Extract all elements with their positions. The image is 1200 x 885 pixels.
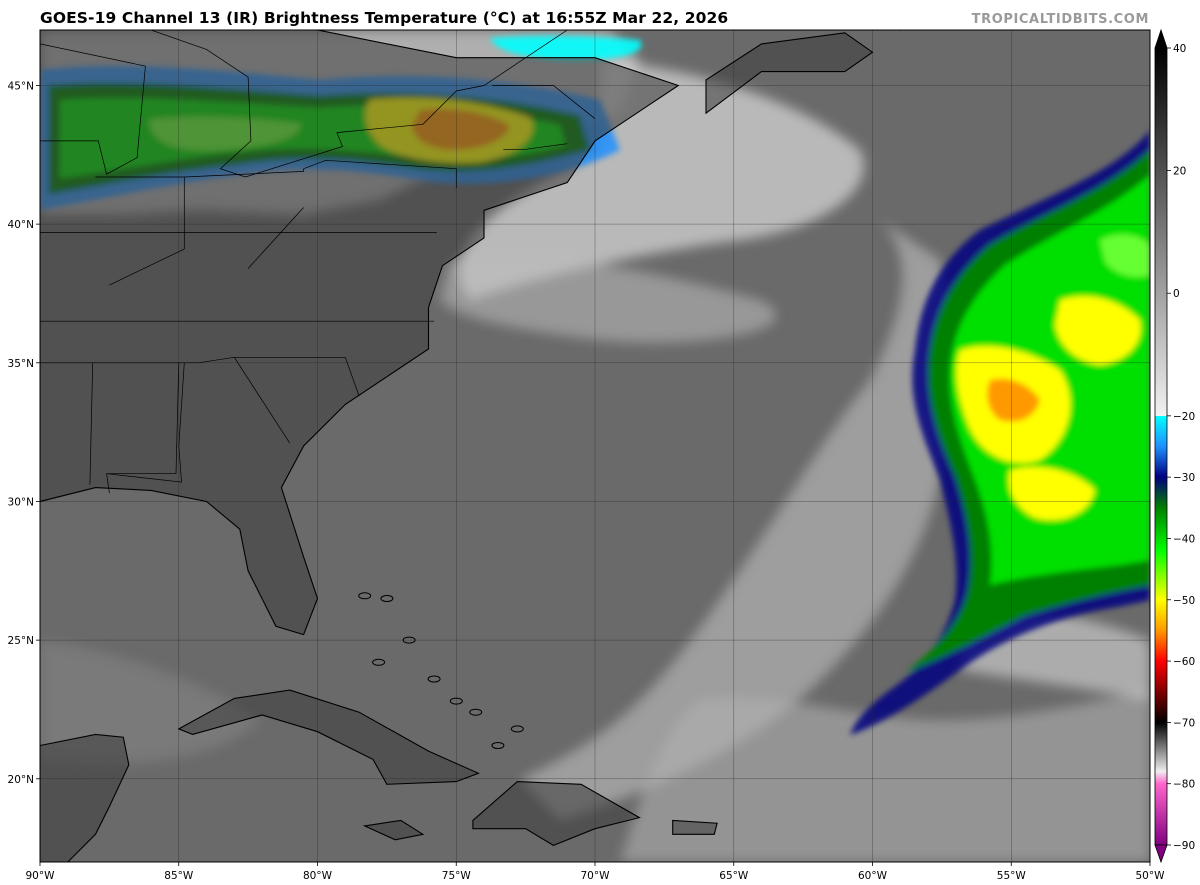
colorbar-extend-max (1154, 28, 1168, 49)
border-line (503, 143, 568, 150)
lat-label: 40°N (8, 219, 34, 231)
coastline-nova-scotia (705, 32, 874, 115)
lon-label: 55°W (997, 870, 1027, 882)
colorbar-label: −80 (1173, 779, 1195, 791)
bahamas-island (491, 742, 505, 749)
colorbar: 40 20 0 −20 −30 −40 −50 −60 −70 −80 −90 (1154, 28, 1195, 864)
colorbar-label: 40 (1173, 43, 1186, 55)
coastline-jamaica (362, 819, 425, 841)
land-masses (40, 5, 914, 862)
border-line (150, 30, 568, 178)
colorbar-label: −70 (1173, 717, 1195, 729)
land-north-america (40, 30, 679, 635)
lon-label: 70°W (581, 870, 611, 882)
bahamas-island (427, 675, 441, 683)
lat-label: 25°N (8, 635, 34, 647)
colorbar-extend-min (1154, 844, 1168, 864)
lon-label: 50°W (1136, 870, 1166, 882)
lat-label: 45°N (8, 81, 34, 93)
lon-label: 80°W (303, 870, 333, 882)
border-line (234, 357, 291, 444)
border-line (106, 362, 180, 494)
coastline-newfoundland-tip (899, 30, 902, 31)
coastline-hispaniola (472, 781, 641, 847)
border-line (109, 248, 185, 286)
coastline-north-america (40, 30, 680, 636)
colorbar-label: −20 (1173, 411, 1195, 423)
border-line (95, 168, 304, 178)
colorbar-ticks: 40 20 0 −20 −30 −40 −50 −60 −70 −80 −90 (1167, 43, 1195, 852)
land-nova-scotia (706, 32, 873, 114)
coastline-yucatan (40, 733, 130, 862)
bahamas-island (469, 708, 483, 716)
bahamas-island (372, 658, 386, 666)
latitude-labels: 45°N 40°N 35°N 30°N 25°N 20°N (8, 81, 40, 786)
coastline-cuba (177, 689, 480, 785)
land-yucatan (40, 734, 129, 862)
lon-label: 65°W (719, 870, 749, 882)
border-line (303, 159, 457, 189)
colorbar-label: −30 (1173, 472, 1195, 484)
colorbar-label: −40 (1173, 534, 1195, 546)
lon-label: 60°W (858, 870, 888, 882)
colorbar-label: −60 (1173, 656, 1195, 668)
land-newfoundland-tip (886, 5, 914, 30)
map-title: GOES-19 Channel 13 (IR) Brightness Tempe… (40, 9, 729, 27)
atlantic-frontal-system (850, 130, 1150, 735)
coastlines (40, 30, 902, 862)
lon-label: 75°W (442, 870, 472, 882)
border-line (247, 207, 304, 269)
bahamas-island (402, 636, 416, 644)
coastline-puerto-rico (672, 819, 718, 835)
colorbar-label: −90 (1173, 840, 1195, 852)
bahamas-island (510, 725, 524, 733)
lat-label: 20°N (8, 774, 34, 786)
lon-label: 85°W (164, 870, 194, 882)
lat-label: 30°N (8, 497, 34, 509)
colorbar-label: 20 (1173, 166, 1186, 178)
border-line (106, 362, 185, 483)
bahamas-island (449, 697, 463, 705)
colorbar-body (1154, 47, 1168, 846)
bahamas-island (358, 592, 372, 600)
land-puerto-rico (672, 820, 718, 835)
land-hispaniola (472, 781, 640, 846)
credit-watermark: TROPICALTIDBITS.COM (971, 12, 1149, 27)
border-line (492, 85, 596, 119)
bahamas-island (380, 595, 394, 602)
border-line (89, 362, 94, 485)
lon-label: 90°W (26, 870, 56, 882)
colorbar-label: −50 (1173, 595, 1195, 607)
border-line (40, 43, 146, 175)
colorbar-label: 0 (1173, 288, 1180, 300)
lat-label: 35°N (8, 358, 34, 370)
longitude-labels: 90°W 85°W 80°W 75°W 70°W 65°W 60°W 55°W 50°W (26, 862, 1166, 882)
